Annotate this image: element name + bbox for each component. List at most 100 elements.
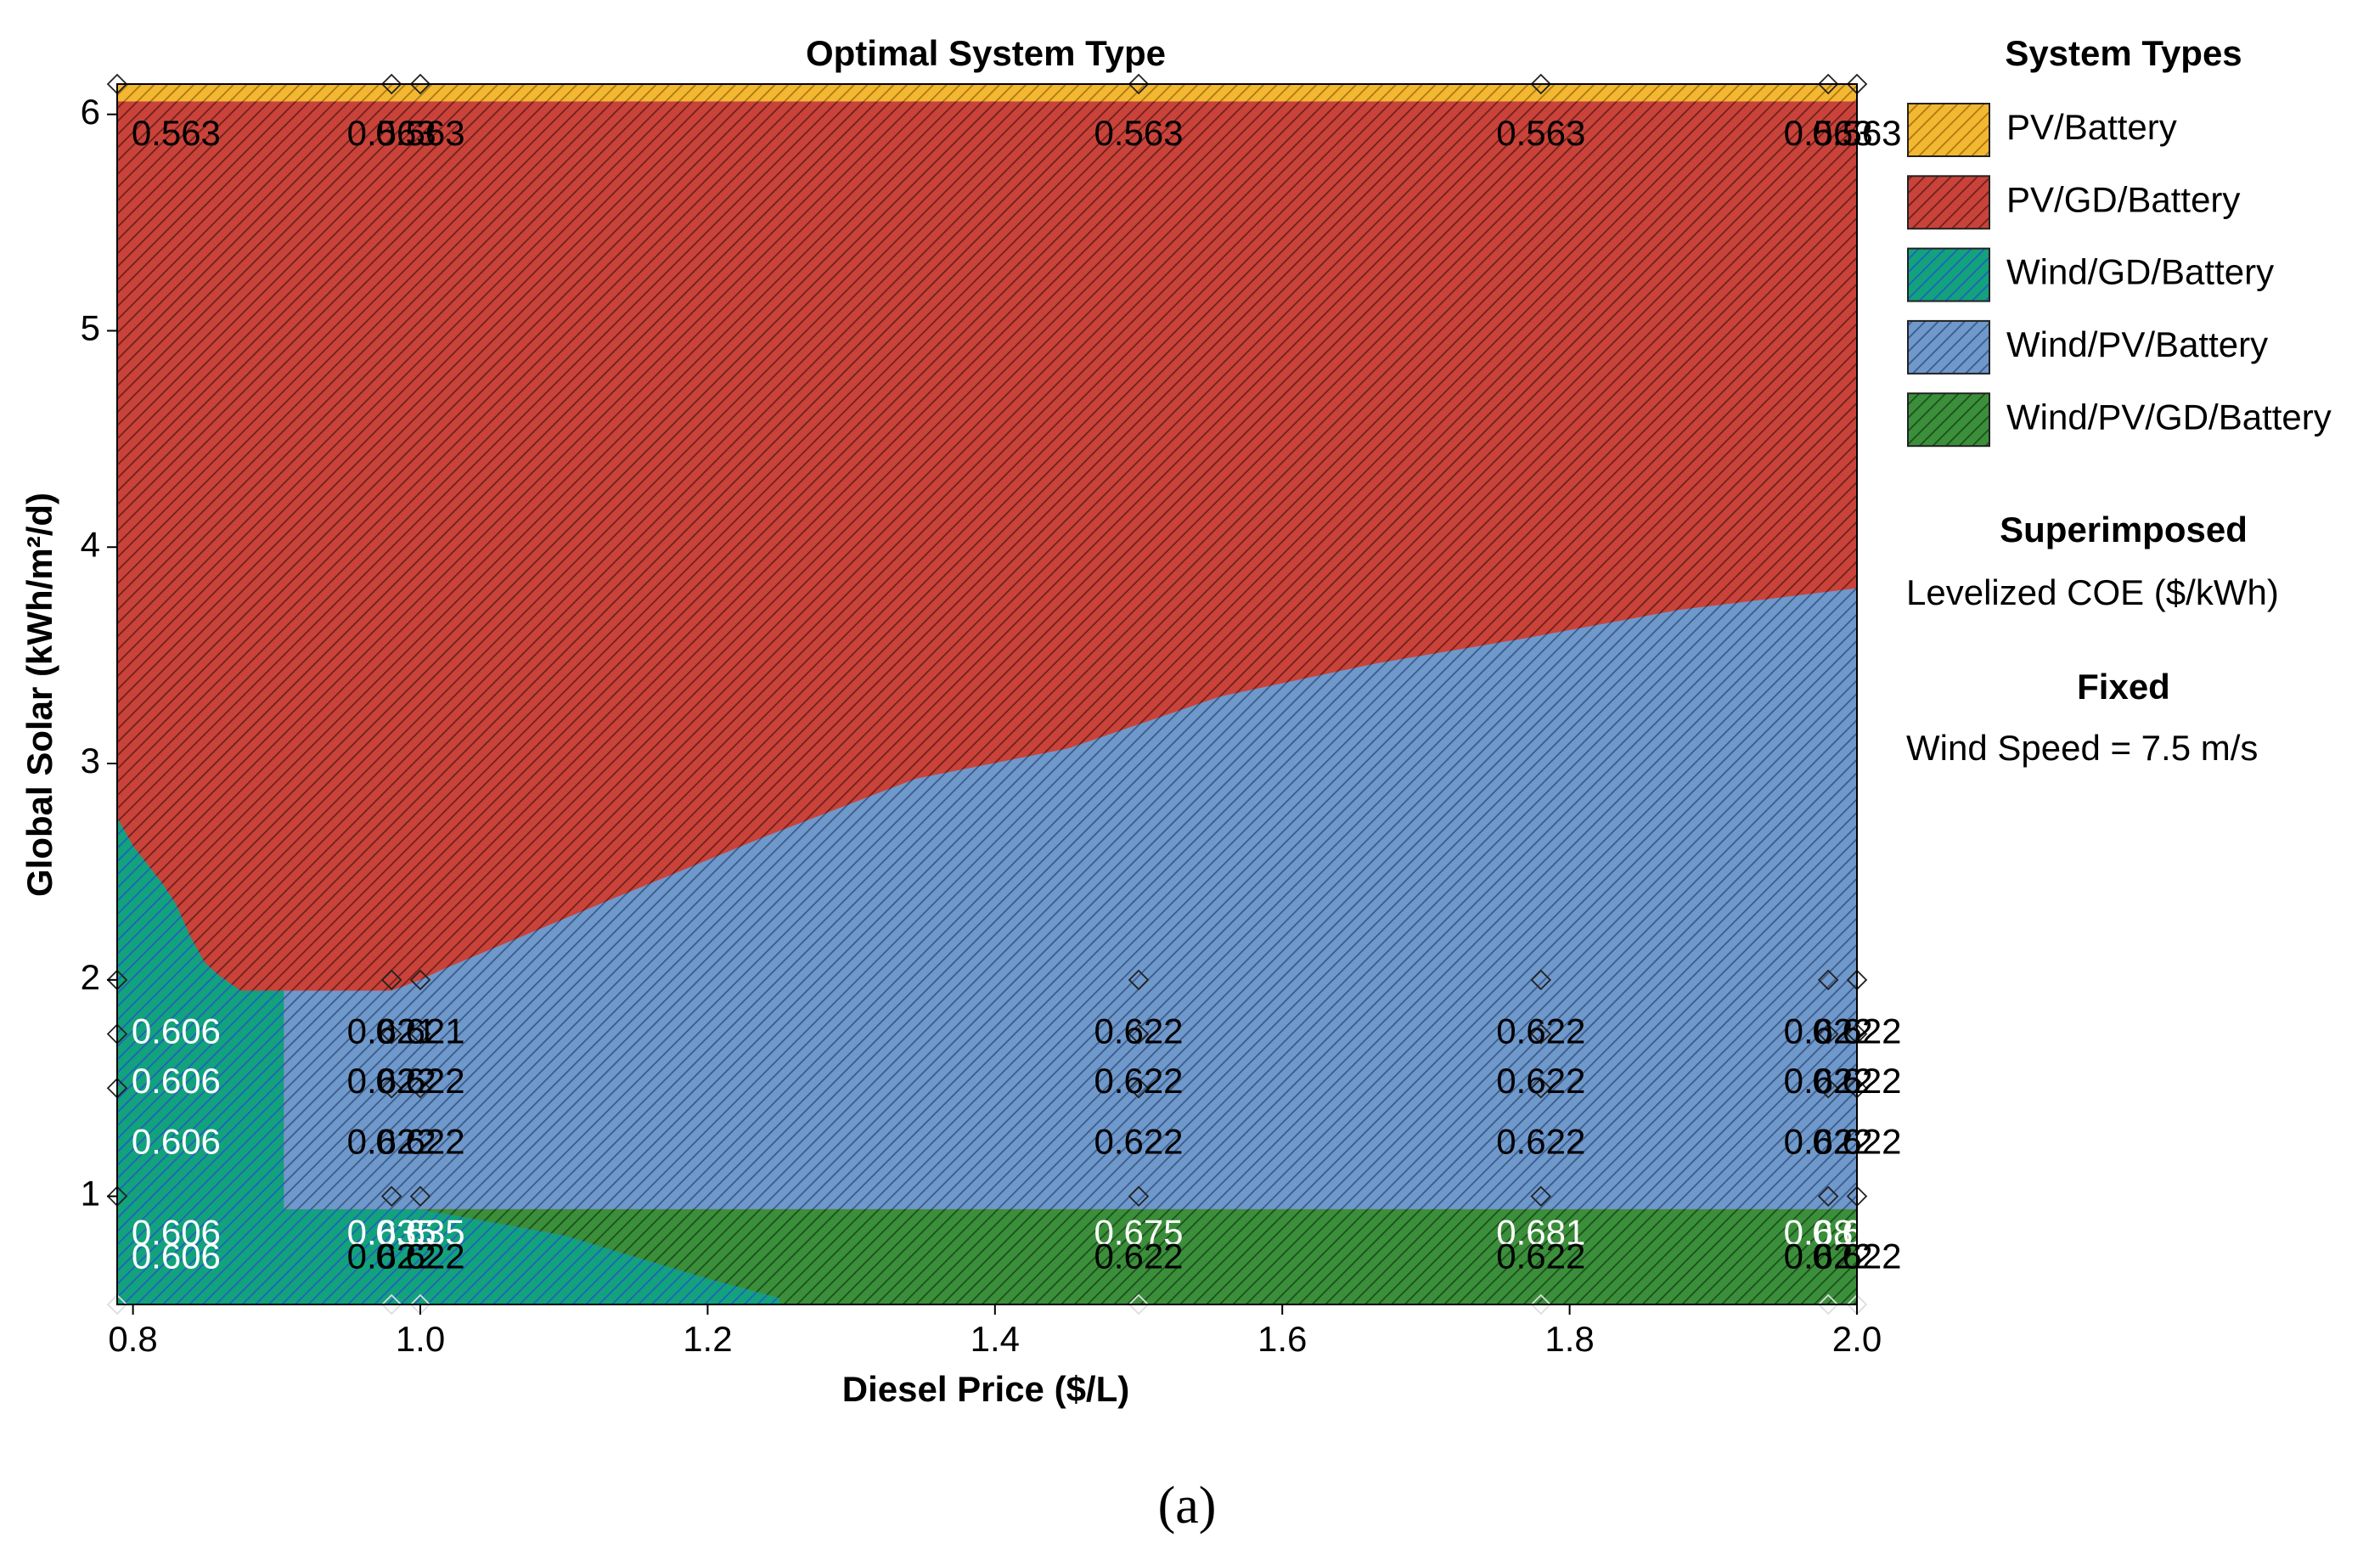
legend-swatch bbox=[1907, 247, 1990, 302]
coe-label: 0.635 bbox=[375, 1213, 464, 1253]
coe-label: 0.622 bbox=[1784, 1011, 1873, 1051]
sensitivity-marker bbox=[1817, 1293, 1839, 1316]
sensitivity-marker bbox=[1817, 969, 1839, 991]
coe-label: 0.563 bbox=[1784, 113, 1873, 153]
x-tick-label: 1.8 bbox=[1544, 1319, 1594, 1359]
x-tick-label: 1.0 bbox=[396, 1319, 445, 1359]
coe-label: 0.681 bbox=[1784, 1213, 1873, 1253]
legend-label: Wind/PV/GD/Battery bbox=[2006, 397, 2332, 437]
coe-label: 0.622 bbox=[1496, 1237, 1585, 1276]
coe-label: 0.622 bbox=[1496, 1061, 1585, 1101]
sensitivity-marker bbox=[380, 73, 402, 95]
coe-label: 0.563 bbox=[375, 113, 464, 153]
sensitivity-marker bbox=[1128, 1293, 1150, 1316]
legend-swatch bbox=[1907, 319, 1990, 375]
y-tick-label: 2 bbox=[81, 957, 100, 997]
legend-title: System Types bbox=[2005, 33, 2242, 73]
coe-label: 0.622 bbox=[1784, 1061, 1873, 1101]
y-tick-label: 5 bbox=[81, 308, 100, 348]
x-tick-label: 1.6 bbox=[1258, 1319, 1307, 1359]
coe-label: 0.606 bbox=[132, 1213, 221, 1253]
y-tick-label: 6 bbox=[81, 92, 100, 132]
coe-label: 0.681 bbox=[1496, 1213, 1585, 1253]
coe-label: 0.622 bbox=[1784, 1122, 1873, 1162]
sensitivity-marker bbox=[1128, 969, 1150, 991]
coe-label: 0.622 bbox=[1496, 1122, 1585, 1162]
coe-label: 0.622 bbox=[347, 1061, 436, 1101]
x-tick-label: 0.8 bbox=[108, 1319, 157, 1359]
coe-label: 0.622 bbox=[347, 1237, 436, 1276]
sensitivity-marker bbox=[1817, 1023, 1839, 1045]
coe-label: 0.622 bbox=[1094, 1011, 1183, 1051]
superimposed-text: Levelized COE ($/kWh) bbox=[1906, 572, 2279, 612]
sensitivity-marker bbox=[1530, 73, 1552, 95]
coe-label: 0.622 bbox=[1496, 1011, 1585, 1051]
coe-label: 0.606 bbox=[132, 1122, 221, 1162]
sensitivity-marker bbox=[1128, 1186, 1150, 1207]
legend-swatch bbox=[1907, 392, 1990, 448]
coe-label: 0.622 bbox=[347, 1122, 436, 1162]
sensitivity-marker bbox=[1530, 1293, 1552, 1316]
coe-label: 0.675 bbox=[1094, 1213, 1183, 1253]
sensitivity-marker bbox=[1530, 1023, 1552, 1045]
coe-label: 0.563 bbox=[1094, 113, 1183, 153]
fixed-text: Wind Speed = 7.5 m/s bbox=[1906, 728, 2258, 768]
sensitivity-marker bbox=[1530, 969, 1552, 991]
x-tick-label: 1.4 bbox=[971, 1319, 1020, 1359]
legend-label: PV/GD/Battery bbox=[2006, 179, 2240, 219]
coe-label: 0.621 bbox=[347, 1011, 436, 1051]
sensitivity-marker bbox=[409, 1077, 431, 1099]
sensitivity-marker bbox=[409, 969, 431, 991]
sensitivity-marker bbox=[1530, 1186, 1552, 1207]
coe-label: 0.563 bbox=[132, 113, 221, 153]
plot-frame bbox=[116, 83, 1858, 1305]
sensitivity-marker bbox=[380, 1293, 402, 1316]
sensitivity-marker bbox=[409, 1186, 431, 1207]
sensitivity-marker bbox=[380, 1023, 402, 1045]
coe-label: 0.622 bbox=[375, 1061, 464, 1101]
coe-label: 0.606 bbox=[132, 1011, 221, 1051]
coe-label: 0.621 bbox=[375, 1011, 464, 1051]
sensitivity-marker bbox=[1817, 73, 1839, 95]
sensitivity-marker bbox=[380, 1077, 402, 1099]
sensitivity-marker bbox=[106, 1293, 128, 1316]
sensitivity-marker bbox=[380, 1186, 402, 1207]
sensitivity-marker bbox=[1817, 1077, 1839, 1099]
caption: (a) bbox=[1158, 1477, 1217, 1535]
coe-label: 0.606 bbox=[132, 1061, 221, 1101]
coe-label: 0.622 bbox=[1094, 1122, 1183, 1162]
y-axis-label: Global Solar (kWh/m²/d) bbox=[20, 493, 59, 897]
legend-label: Wind/PV/Battery bbox=[2006, 324, 2268, 364]
coe-label: 0.622 bbox=[1094, 1061, 1183, 1101]
legend-label: Wind/GD/Battery bbox=[2006, 252, 2274, 292]
legend-swatch bbox=[1907, 175, 1990, 230]
sensitivity-marker bbox=[1817, 1186, 1839, 1207]
x-axis-label: Diesel Price ($/L) bbox=[842, 1369, 1129, 1409]
sensitivity-marker bbox=[1128, 73, 1150, 95]
chart-title: Optimal System Type bbox=[806, 33, 1166, 73]
region bbox=[117, 817, 780, 1304]
x-tick-label: 1.2 bbox=[683, 1319, 732, 1359]
region bbox=[284, 588, 1857, 1209]
legend-label: PV/Battery bbox=[2006, 107, 2177, 147]
coe-label: 0.622 bbox=[1784, 1237, 1873, 1276]
x-tick-label: 2.0 bbox=[1832, 1319, 1882, 1359]
sensitivity-marker bbox=[1530, 1077, 1552, 1099]
sensitivity-marker bbox=[409, 1023, 431, 1045]
y-tick-label: 3 bbox=[81, 741, 100, 780]
coe-label: 0.622 bbox=[375, 1237, 464, 1276]
coe-label: 0.563 bbox=[347, 113, 436, 153]
sensitivity-marker bbox=[1128, 1077, 1150, 1099]
coe-label: 0.622 bbox=[1094, 1237, 1183, 1276]
fixed-title: Fixed bbox=[2077, 667, 2170, 707]
sensitivity-marker bbox=[380, 969, 402, 991]
superimposed-title: Superimposed bbox=[2000, 510, 2248, 549]
sensitivity-marker bbox=[1128, 1023, 1150, 1045]
y-tick-label: 4 bbox=[81, 524, 100, 564]
y-tick-label: 1 bbox=[81, 1174, 100, 1214]
sensitivity-marker bbox=[409, 73, 431, 95]
coe-label: 0.606 bbox=[132, 1237, 221, 1276]
coe-label: 0.622 bbox=[375, 1122, 464, 1162]
coe-label: 0.635 bbox=[347, 1213, 436, 1253]
